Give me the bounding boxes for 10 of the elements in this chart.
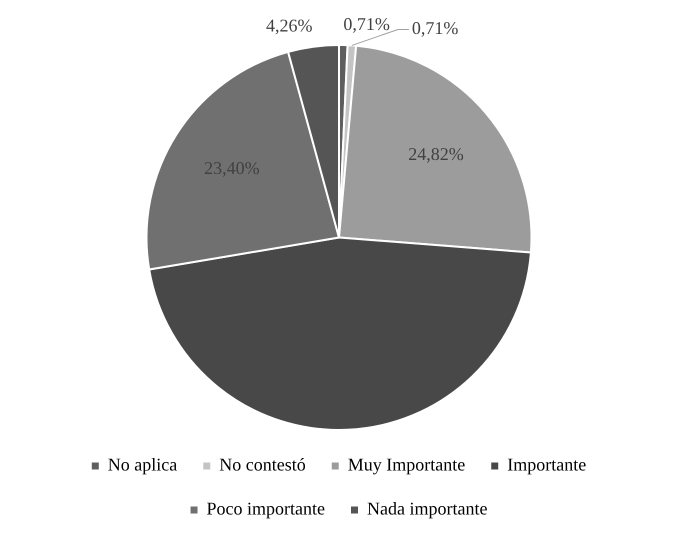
legend-label: No contestó [219,454,306,475]
legend-label: Muy Importante [348,454,466,475]
data-label: 0,71% [412,18,458,38]
legend-label: Poco importante [206,498,326,519]
data-label: 24,82% [408,144,464,164]
data-label: 4,26% [266,16,313,36]
legend-label: No aplica [108,454,178,475]
data-label: 0,71% [343,14,390,34]
legend-label: Nada importante [367,498,488,519]
legend-label: Importante [507,454,586,475]
